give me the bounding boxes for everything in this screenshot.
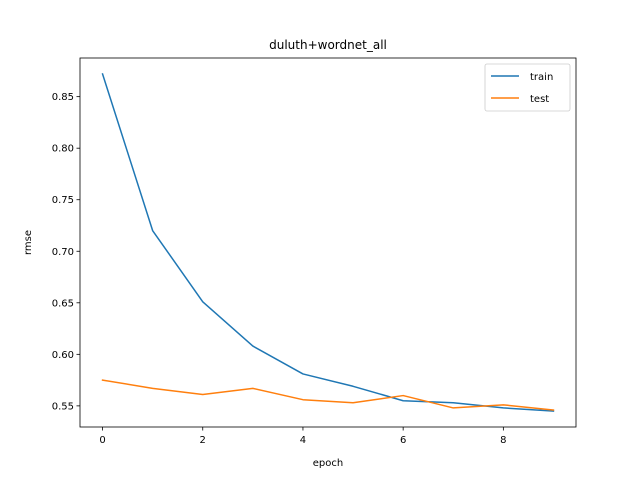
- plot-area: [101, 73, 555, 412]
- x-tick-label: 4: [300, 435, 306, 446]
- x-tick-label: 8: [500, 435, 506, 446]
- legend-label-train: train: [530, 72, 553, 83]
- legend-box: [484, 63, 571, 112]
- y-tick-label: 0.85: [52, 92, 74, 103]
- axes-frame: [79, 57, 577, 428]
- y-tick-label: 0.75: [52, 195, 74, 206]
- x-tick-label: 2: [200, 435, 206, 446]
- y-tick-label: 0.55: [52, 401, 74, 412]
- legend-label-test: test: [530, 94, 549, 105]
- series-line-train: [101, 73, 555, 412]
- y-tick-label: 0.70: [52, 247, 74, 258]
- y-tick-label: 0.60: [52, 350, 74, 361]
- x-tick-label: 6: [400, 435, 406, 446]
- y-tick-label: 0.80: [52, 144, 74, 155]
- x-tick-label: 0: [99, 435, 105, 446]
- series-line-test: [101, 379, 555, 411]
- axis-ticks: 0 2 4 6 8 0.55 0.60 0.65 0.70 0.75 0.80 0.85: [52, 92, 507, 446]
- chart-title: duluth+wordnet_all: [269, 38, 387, 52]
- x-axis-label: epoch: [313, 458, 343, 469]
- legend: train test: [484, 63, 571, 112]
- y-axis-label: rmse: [23, 230, 34, 255]
- y-tick-label: 0.65: [52, 298, 74, 309]
